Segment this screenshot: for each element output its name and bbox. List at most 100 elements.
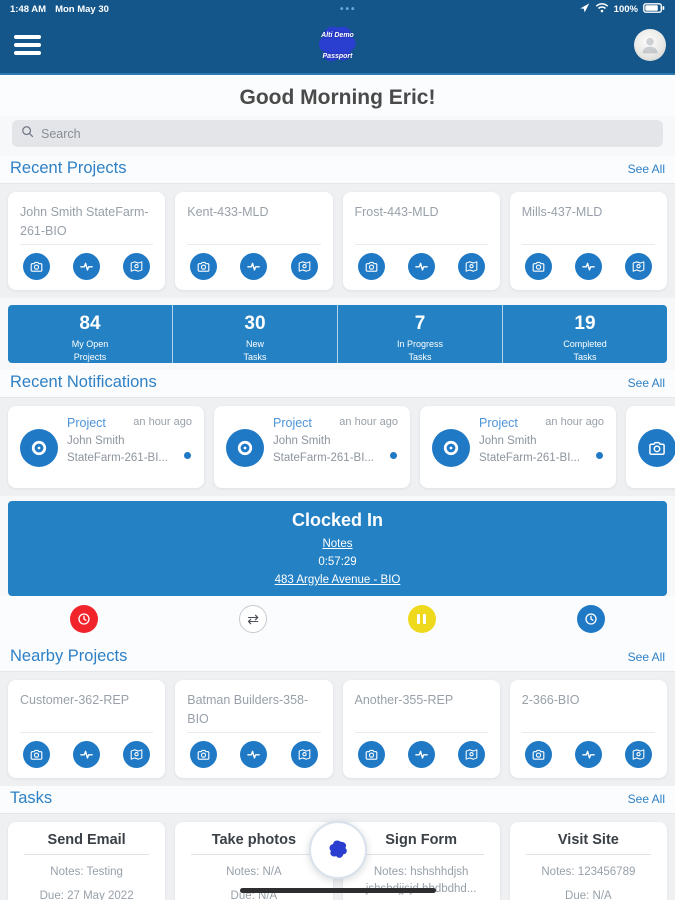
search-bar[interactable] [12, 120, 663, 147]
gallery-button[interactable] [625, 253, 652, 280]
clock-actions-row: ⇄ [0, 596, 675, 644]
notification-card[interactable]: S T w [626, 406, 675, 488]
gallery-button[interactable] [457, 741, 485, 768]
activity-button[interactable] [407, 741, 435, 768]
stat-inprogress-tasks[interactable]: 7 In Progress Tasks [338, 305, 503, 363]
stat-completed-tasks[interactable]: 19 Completed Tasks [503, 305, 667, 363]
section-title: Recent Notifications [10, 373, 157, 391]
fab-button[interactable] [308, 821, 367, 879]
stat-label: Completed [563, 339, 607, 349]
status-bar: 1:48 AM Mon May 30 ••• 100% [0, 0, 675, 18]
person-icon [642, 37, 658, 54]
camera-button[interactable] [23, 253, 50, 280]
task-card[interactable]: Take photos Notes: N/A Due: N/A [175, 822, 333, 900]
task-title: Send Email [24, 832, 150, 855]
project-name: Batman Builders-358-BIO [187, 693, 309, 726]
project-card[interactable]: Batman Builders-358-BIO [175, 680, 333, 778]
stat-value: 19 [574, 313, 596, 334]
logo-bird-icon [318, 26, 356, 62]
camera-button[interactable] [524, 741, 552, 768]
project-card[interactable]: 2-366-BIO [509, 680, 667, 778]
clock-icon [584, 613, 597, 625]
gallery-button[interactable] [123, 253, 151, 280]
gallery-button[interactable] [290, 253, 318, 280]
notification-card[interactable]: Project an hour ago John Smith StateFarm-… [214, 406, 410, 488]
stats-bar: 84 My Open Projects 30 New Tasks 7 In Prog… [8, 305, 667, 363]
stat-new-tasks[interactable]: 30 New Tasks [173, 305, 338, 363]
search-input[interactable] [41, 126, 611, 141]
section-title: Tasks [10, 789, 53, 807]
project-name: Kent-433-MLD [187, 205, 269, 219]
stat-value: 84 [79, 313, 101, 334]
logo-text-top: Alti Demo [321, 32, 354, 39]
project-card[interactable]: Mills-437-MLD [509, 192, 667, 290]
notification-time: an hour ago [545, 416, 604, 428]
task-notes: Notes: Testing [50, 866, 123, 878]
clock-button[interactable] [576, 605, 605, 633]
gallery-button[interactable] [457, 253, 485, 280]
notification-category: Project [67, 416, 106, 430]
camera-button[interactable] [23, 741, 50, 768]
notification-text: John Smith StateFarm-261-BI... [67, 435, 168, 465]
notification-card[interactable]: Project an hour ago John Smith StateFarm-… [420, 406, 616, 488]
ring-icon [432, 429, 470, 467]
task-title: Take photos [191, 832, 317, 855]
task-due: Due: 27 May 2022 [39, 889, 134, 900]
transfer-button[interactable]: ⇄ [239, 605, 268, 633]
gallery-button[interactable] [625, 741, 652, 768]
pause-button[interactable] [407, 605, 436, 633]
task-card[interactable]: Sign Form Notes: hshshhdjsh jshsbdjjsjd … [342, 822, 500, 900]
task-due: Due: N/A [230, 889, 278, 900]
clock-timer: 0:57:29 [318, 556, 357, 568]
project-card[interactable]: Another-355-REP [342, 680, 500, 778]
notification-category: Project [273, 416, 312, 430]
project-name: Another-355-REP [354, 693, 454, 707]
activity-button[interactable] [574, 741, 602, 768]
stat-label: In Progress [396, 339, 444, 349]
stat-open-projects[interactable]: 84 My Open Projects [8, 305, 173, 363]
profile-avatar[interactable] [634, 29, 666, 61]
tasks-header: Tasks See All [0, 786, 675, 814]
activity-button[interactable] [73, 741, 101, 768]
task-card[interactable]: Visit Site Notes: 123456789 Due: N/A [509, 822, 667, 900]
camera-button[interactable] [190, 741, 218, 768]
location-link[interactable]: 483 Argyle Avenue - BIO [274, 574, 401, 586]
greeting-title: Good Morning Eric! [0, 75, 675, 116]
see-all-link[interactable]: See All [627, 792, 665, 806]
see-all-link[interactable]: See All [627, 650, 665, 664]
unread-dot [390, 452, 397, 459]
activity-button[interactable] [240, 741, 268, 768]
see-all-link[interactable]: See All [627, 162, 665, 176]
notification-card[interactable]: Project an hour ago John Smith StateFarm-… [8, 406, 204, 488]
activity-button[interactable] [407, 253, 435, 280]
activity-button[interactable] [73, 253, 101, 280]
project-card[interactable]: Frost-443-MLD [342, 192, 500, 290]
notes-link[interactable]: Notes [322, 538, 353, 550]
project-name: 2-366-BIO [521, 693, 580, 707]
menu-button[interactable] [14, 35, 41, 59]
camera-button[interactable] [357, 741, 385, 768]
camera-button[interactable] [524, 253, 552, 280]
activity-button[interactable] [574, 253, 602, 280]
project-card[interactable]: John Smith StateFarm-261-BIO [8, 192, 166, 290]
task-title: Visit Site [525, 832, 651, 855]
project-card[interactable]: Customer-362-REP [8, 680, 166, 778]
camera-button[interactable] [357, 253, 385, 280]
project-name: Customer-362-REP [20, 693, 130, 707]
gallery-button[interactable] [123, 741, 151, 768]
camera-button[interactable] [190, 253, 218, 280]
activity-button[interactable] [240, 253, 268, 280]
see-all-link[interactable]: See All [627, 376, 665, 390]
project-card[interactable]: Kent-433-MLD [175, 192, 333, 290]
battery-percent: 100% [613, 3, 638, 15]
task-card[interactable]: Send Email Notes: Testing Due: 27 May 20… [8, 822, 166, 900]
app-logo: Alti Demo Passport [306, 20, 370, 72]
gallery-button[interactable] [290, 741, 318, 768]
nearby-projects-header: Nearby Projects See All [0, 644, 675, 672]
clock-out-button[interactable] [70, 605, 99, 633]
home-indicator[interactable] [239, 888, 436, 893]
bird-logo-icon [329, 840, 347, 858]
notification-time: an hour ago [339, 416, 398, 428]
section-title: Nearby Projects [10, 647, 128, 665]
section-title: Recent Projects [10, 159, 127, 177]
